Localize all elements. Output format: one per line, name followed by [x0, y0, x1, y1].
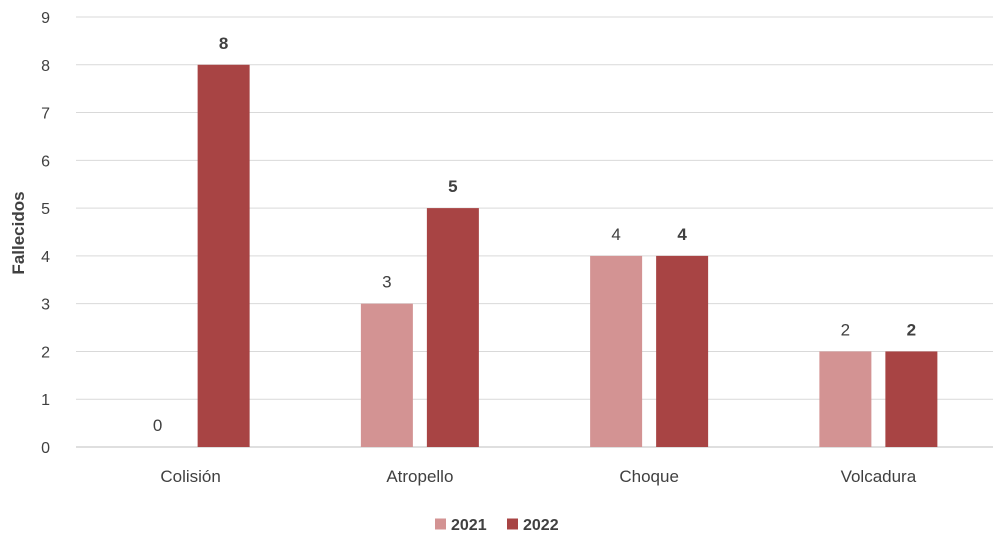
y-tick-label: 3 — [41, 297, 50, 314]
bar-2022 — [656, 255, 709, 447]
legend-swatch — [507, 518, 518, 530]
data-label: 5 — [448, 177, 457, 196]
category-label: Volcadura — [841, 467, 917, 486]
legend-label: 2021 — [451, 517, 487, 534]
y-tick-label: 7 — [41, 106, 50, 123]
legend-swatch — [435, 518, 446, 530]
bar-2022 — [885, 351, 938, 447]
data-label: 2 — [907, 320, 916, 339]
y-axis-title: Fallecidos — [9, 191, 28, 274]
legend-label: 2022 — [523, 517, 559, 534]
bar-2022 — [426, 208, 479, 447]
y-tick-label: 8 — [41, 58, 50, 75]
data-label: 4 — [611, 225, 620, 244]
y-tick-label: 9 — [41, 10, 50, 27]
bar-2022 — [197, 64, 250, 448]
y-tick-label: 2 — [41, 344, 50, 361]
y-tick-label: 1 — [41, 392, 50, 409]
y-tick-label: 6 — [41, 153, 50, 170]
data-label: 8 — [219, 34, 228, 53]
category-label: Colisión — [160, 467, 220, 486]
bar-2021 — [819, 351, 872, 447]
y-axis-ticks: 0 1 2 3 4 5 6 7 8 9 — [41, 10, 50, 457]
bars — [197, 64, 938, 448]
category-label: Atropello — [386, 467, 453, 486]
data-labels: 0 8 3 5 4 4 2 2 — [153, 34, 916, 435]
y-tick-label: 4 — [41, 249, 50, 266]
y-tick-label: 0 — [41, 440, 50, 457]
data-label: 4 — [677, 225, 687, 244]
bar-2021 — [590, 255, 643, 447]
legend: 2021 2022 — [435, 517, 559, 534]
category-label: Choque — [619, 467, 679, 486]
y-tick-label: 5 — [41, 201, 50, 218]
data-label: 0 — [153, 416, 162, 435]
data-label: 3 — [382, 273, 391, 292]
data-label: 2 — [841, 320, 850, 339]
bar-2021 — [360, 303, 413, 447]
x-axis-categories: Colisión Atropello Choque Volcadura — [160, 467, 916, 486]
